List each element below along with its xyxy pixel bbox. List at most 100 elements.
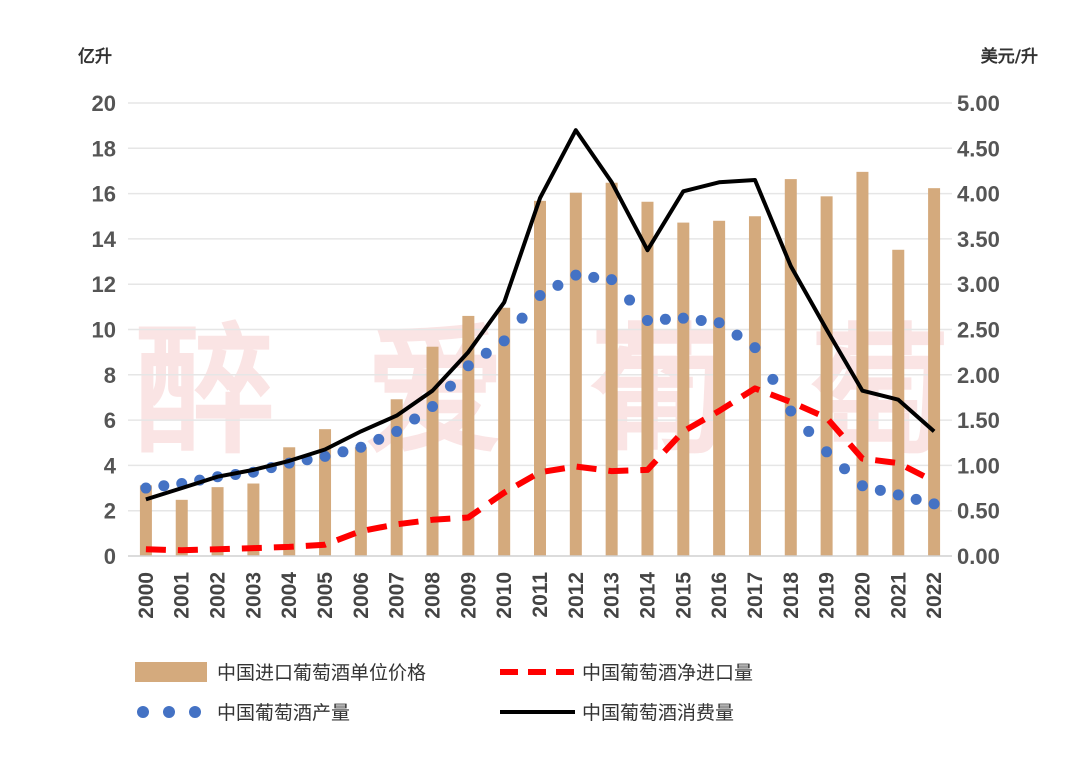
production-dot [695, 314, 707, 326]
x-tick-label: 2013 [601, 572, 624, 619]
legend-label: 中国葡萄酒净进口量 [582, 662, 753, 684]
price-bar [713, 220, 726, 556]
net-import-line [145, 385, 936, 554]
production-point [570, 269, 582, 281]
production-point [498, 335, 510, 347]
legend-label: 中国进口葡萄酒单位价格 [217, 662, 426, 684]
production-dot [158, 480, 170, 492]
production-point [713, 317, 725, 329]
watermark-char: 醉 [135, 311, 275, 474]
x-tick-label: 2001 [171, 572, 194, 619]
consumption-line [145, 128, 936, 502]
right-tick-label: 1.50 [957, 408, 1000, 433]
production-point [821, 446, 833, 458]
left-tick-label: 2 [104, 499, 116, 524]
legend-swatch-bar [135, 662, 207, 682]
legend-label: 中国葡萄酒消费量 [582, 702, 734, 724]
price-bar [354, 447, 367, 556]
left-tick-label: 12 [92, 272, 116, 297]
production-point [391, 425, 403, 437]
price-bar [605, 182, 618, 556]
production-point [319, 450, 331, 462]
right-tick-label: 3.00 [957, 272, 1000, 297]
x-tick-label: 2010 [493, 572, 516, 619]
x-tick-label: 2019 [816, 572, 839, 619]
legend-swatch-dot [189, 706, 201, 718]
price-bar [462, 315, 475, 556]
x-tick-label: 2009 [457, 572, 480, 619]
production-point [606, 274, 618, 286]
left-axis-unit: 亿升 [78, 46, 112, 67]
price-bar [283, 447, 296, 556]
left-tick-label: 18 [92, 136, 116, 161]
legend-swatch-dot [163, 706, 175, 718]
price-bar [856, 171, 869, 556]
production-dot [552, 279, 564, 291]
price-bar [175, 499, 188, 556]
right-tick-label: 2.00 [957, 363, 1000, 388]
production-dot [444, 380, 456, 392]
production-dot [659, 313, 671, 325]
production-dot [588, 271, 600, 283]
price-bar [569, 192, 582, 556]
production-dot [624, 294, 636, 306]
production-dot [910, 493, 922, 505]
production-point [427, 401, 439, 413]
left-tick-label: 16 [92, 182, 116, 207]
price-bar [928, 188, 941, 556]
production-point [928, 498, 940, 510]
production-dot [874, 484, 886, 496]
production-point [534, 290, 546, 302]
left-tick-label: 14 [92, 227, 117, 252]
right-tick-label: 1.00 [957, 453, 1000, 478]
production-point [856, 480, 868, 492]
x-tick-label: 2000 [135, 572, 158, 619]
production-point [641, 314, 653, 326]
production-point [140, 482, 152, 494]
production-dot [373, 433, 385, 445]
series-lines [140, 128, 940, 554]
production-point [677, 312, 689, 324]
x-tick-label: 2020 [851, 572, 874, 619]
legend-label: 中国葡萄酒产量 [217, 702, 350, 724]
x-tick-label: 2007 [386, 572, 409, 619]
x-tick-label: 2016 [708, 572, 731, 619]
right-tick-label: 0.50 [957, 499, 1000, 524]
right-axis-unit: 美元/升 [981, 46, 1038, 67]
production-dot [409, 413, 421, 425]
x-tick-label: 2005 [314, 572, 337, 619]
price-bar [211, 487, 224, 556]
production-dot [839, 463, 851, 475]
x-tick-label: 2003 [242, 572, 265, 619]
production-dot [480, 347, 492, 359]
x-tick-label: 2022 [923, 572, 946, 619]
right-tick-label: 3.50 [957, 227, 1000, 252]
production-point [462, 360, 474, 372]
price-bar [820, 196, 833, 556]
x-tick-label: 2011 [529, 572, 552, 618]
price-bar [139, 485, 152, 556]
production-dot [731, 329, 743, 341]
price-bar [247, 483, 260, 556]
x-tick-label: 2021 [887, 572, 910, 619]
x-tick-label: 2006 [350, 572, 373, 619]
production-point [785, 405, 797, 417]
price-bar [426, 346, 439, 556]
right-tick-label: 5.00 [957, 91, 1000, 116]
production-point [892, 489, 904, 501]
right-tick-label: 4.00 [957, 182, 1000, 207]
right-tick-label: 2.50 [957, 318, 1000, 343]
legend-swatch-dot [137, 706, 149, 718]
price-bar [677, 222, 690, 557]
production-point [749, 342, 761, 354]
left-tick-label: 6 [104, 408, 116, 433]
left-tick-label: 4 [104, 453, 117, 478]
right-tick-label: 4.50 [957, 136, 1000, 161]
price-bar [390, 399, 403, 556]
x-tick-label: 2008 [422, 572, 445, 619]
x-tick-label: 2002 [207, 572, 230, 619]
x-tick-label: 2017 [744, 572, 767, 619]
price-bar [534, 200, 546, 556]
production-dot [767, 373, 779, 385]
